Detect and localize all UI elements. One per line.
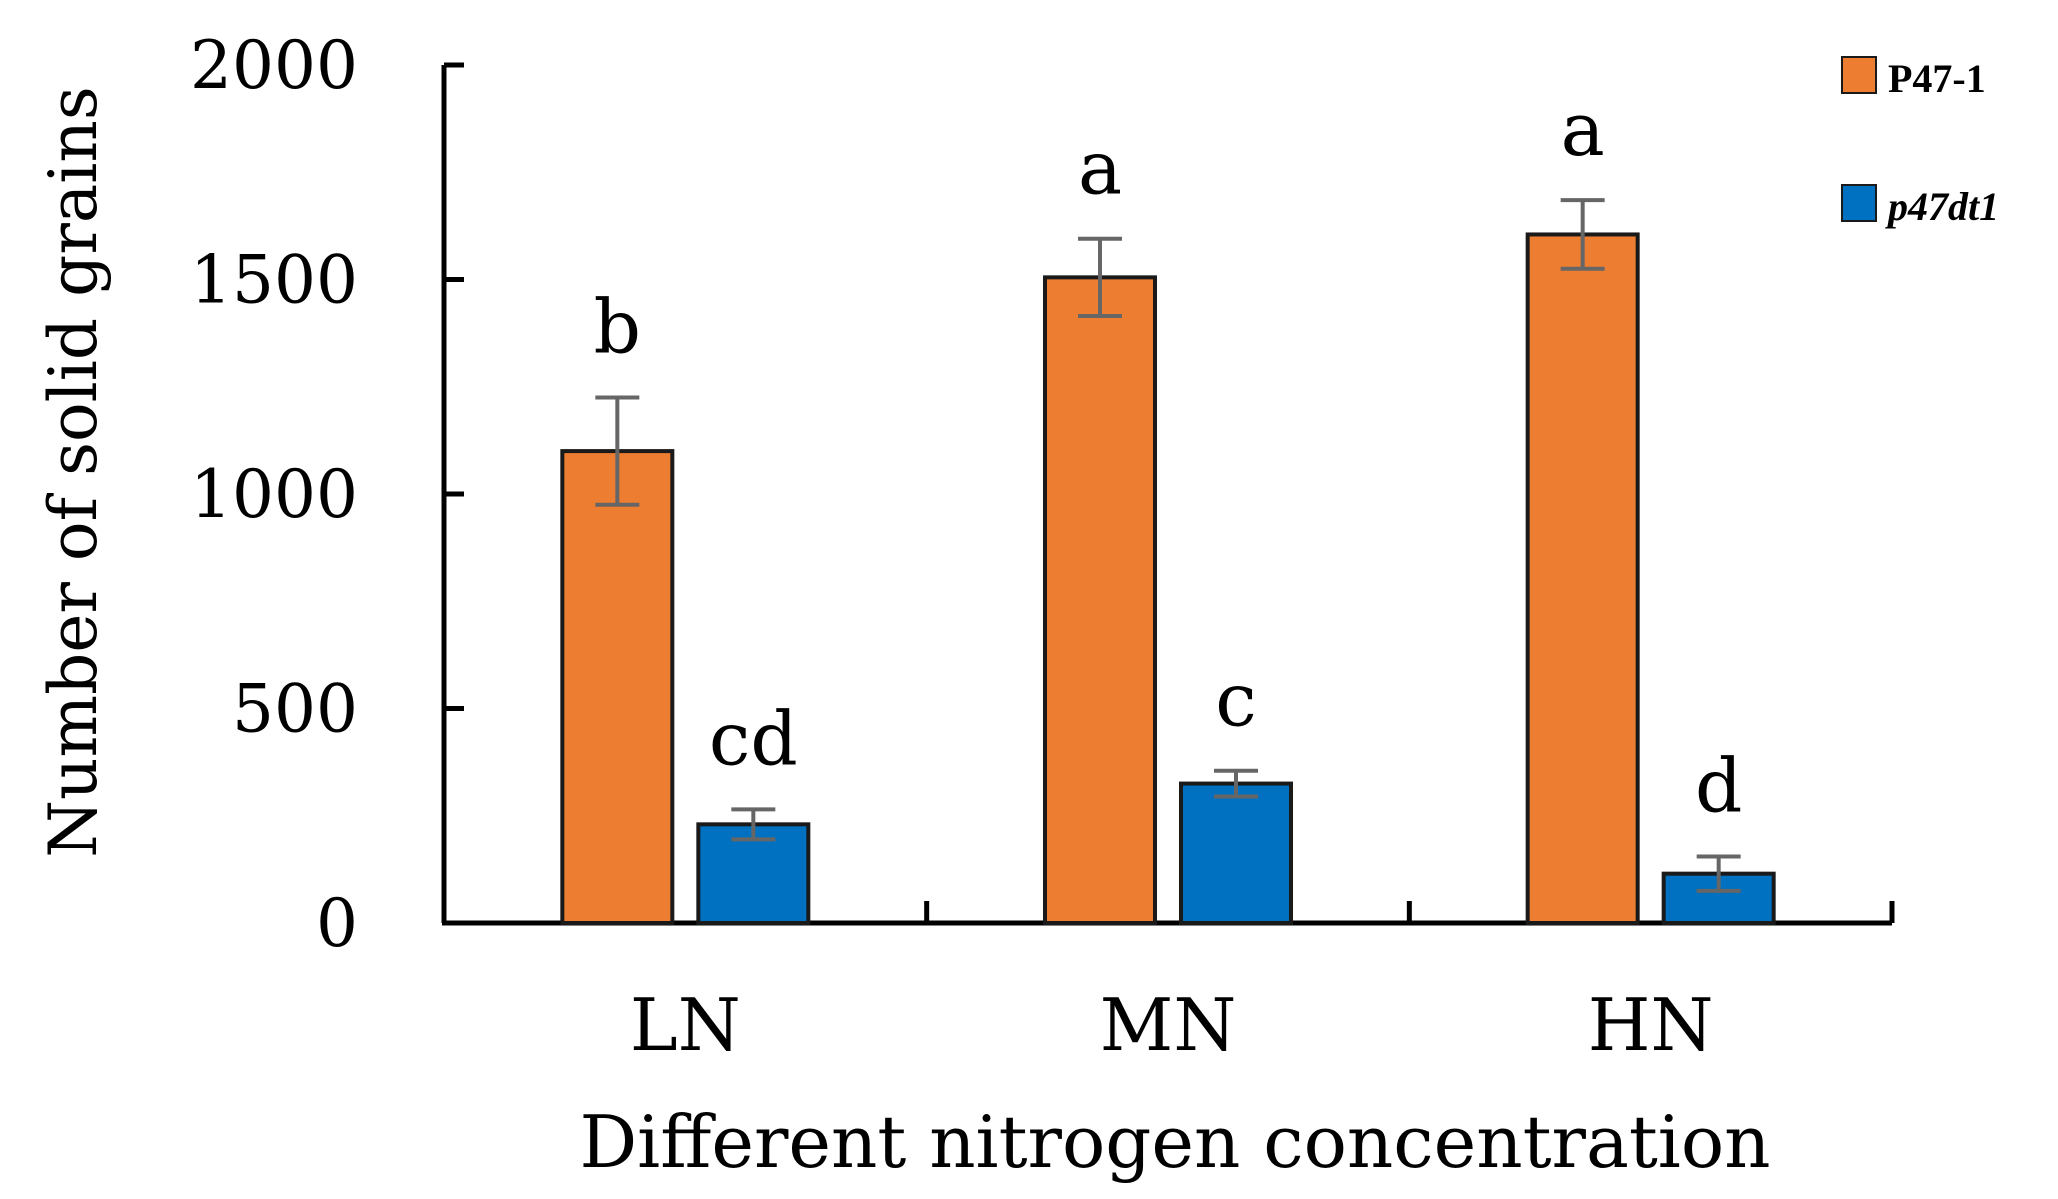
error-bars (595, 198, 1741, 893)
bar-p47-1-ln (560, 449, 675, 925)
y-tick-label: 1500 (190, 242, 358, 319)
legend-label-p47-1: P47-1 (1888, 56, 1986, 101)
y-ticks: 0 500 1000 1500 2000 (190, 27, 464, 962)
bar-p47dt1-mn (1179, 781, 1293, 926)
bar-p47-1-mn (1043, 275, 1157, 926)
bar-p47dt1-hn (1661, 871, 1776, 925)
significance-label: cd (709, 696, 798, 782)
significance-labels: b cd a c a d (594, 87, 1743, 829)
legend: P47-1 p47dt1 (1841, 56, 1999, 229)
legend-label-p47dt1: p47dt1 (1885, 184, 1999, 229)
bar-p47-1-hn (1525, 232, 1640, 925)
category-labels: LN MN HN (630, 983, 1714, 1067)
y-tick-label: 0 (316, 885, 358, 962)
significance-label: c (1215, 658, 1256, 744)
significance-label: d (1695, 744, 1742, 830)
significance-label: b (594, 284, 641, 370)
legend-swatch-p47dt1 (1841, 184, 1877, 222)
x-axis-label: Different nitrogen concentration (579, 1100, 1770, 1184)
y-axis-label: Number of solid grains (35, 86, 112, 858)
y-tick-label: 2000 (190, 27, 358, 104)
y-tick-label: 500 (232, 671, 358, 748)
legend-swatch-p47-1 (1841, 56, 1877, 94)
significance-label: a (1078, 126, 1122, 212)
y-tick-label: 1000 (190, 456, 358, 533)
x-category-label: HN (1588, 983, 1714, 1067)
x-category-label: MN (1100, 983, 1237, 1067)
significance-label: a (1561, 87, 1605, 173)
x-category-label: LN (630, 983, 741, 1067)
bars (560, 232, 1776, 926)
